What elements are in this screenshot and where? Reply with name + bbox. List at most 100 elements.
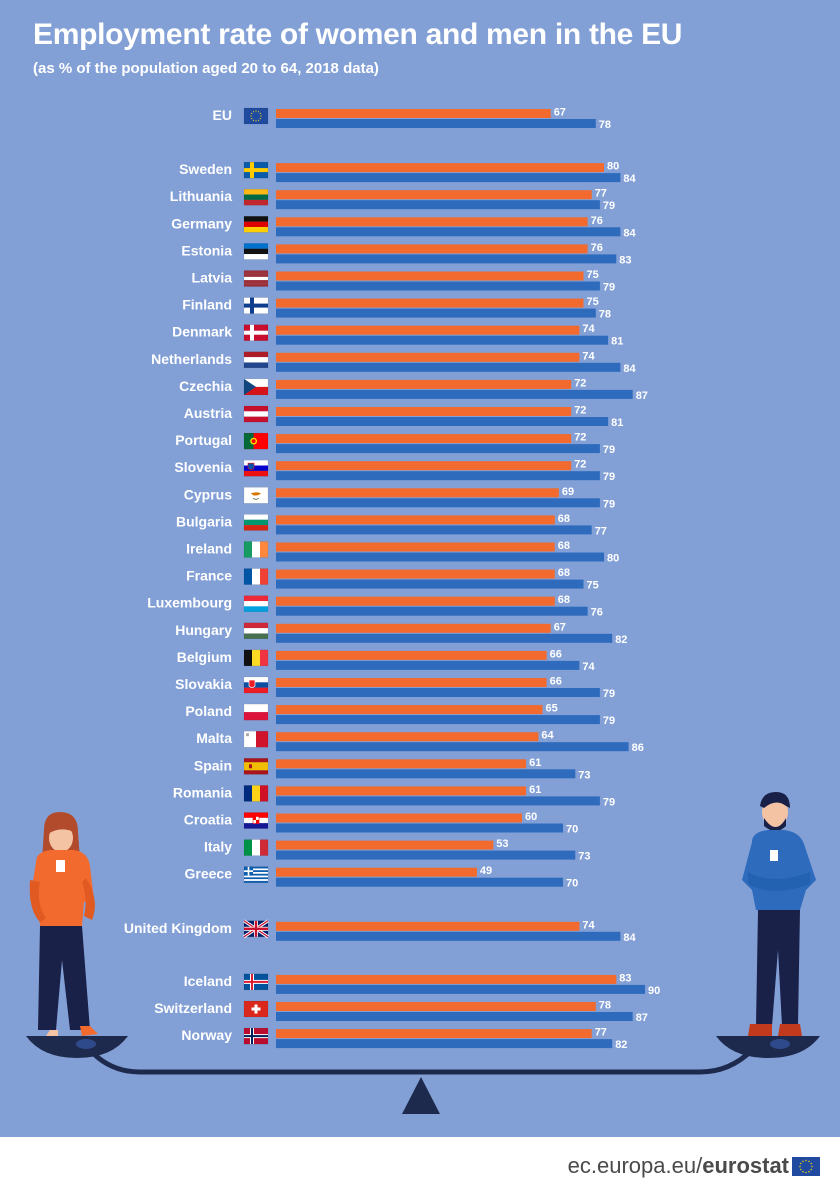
women-bar-sweden — [276, 163, 604, 173]
country-label-bulgaria: Bulgaria — [176, 513, 232, 529]
men-value-italy: 73 — [578, 851, 590, 863]
women-bar-spain — [276, 759, 527, 769]
country-label-latvia: Latvia — [192, 270, 233, 286]
women-bar-czechia — [276, 379, 572, 389]
country-label-france: France — [186, 568, 232, 584]
at-flag-icon — [243, 405, 269, 423]
women-value-france: 68 — [558, 567, 570, 579]
scale-left-pan — [26, 1036, 128, 1058]
country-label-ireland: Ireland — [186, 541, 232, 557]
women-bar-norway — [276, 1029, 592, 1039]
women-bar-poland — [276, 705, 543, 715]
country-label-portugal: Portugal — [175, 432, 232, 448]
women-value-norway: 77 — [595, 1027, 607, 1039]
country-label-spain: Spain — [194, 757, 232, 773]
women-bar-cyprus — [276, 488, 559, 498]
chart-title: Employment rate of women and men in the … — [33, 18, 683, 51]
women-bar-ireland — [276, 542, 555, 552]
is-flag-icon — [243, 973, 269, 991]
men-bar-belgium — [276, 660, 580, 670]
country-label-greece: Greece — [185, 866, 233, 882]
country-label-finland: Finland — [182, 297, 232, 313]
men-bar-germany — [276, 227, 621, 237]
country-label-netherlands: Netherlands — [151, 351, 232, 367]
men-value-croatia: 70 — [566, 824, 578, 836]
ch-flag-icon — [243, 1000, 269, 1018]
women-value-greece: 49 — [480, 865, 492, 877]
no-flag-icon — [243, 1027, 269, 1045]
country-label-norway: Norway — [181, 1027, 232, 1043]
men-value-spain: 73 — [578, 769, 590, 781]
footer: ec.europa.eu/eurostat — [568, 1153, 820, 1179]
scale-right-pan — [716, 1036, 820, 1058]
country-label-luxembourg: Luxembourg — [147, 595, 232, 611]
men-bar-bulgaria — [276, 525, 592, 535]
men-value-netherlands: 84 — [623, 363, 636, 375]
footer-brand: eurostat — [702, 1153, 789, 1178]
women-value-latvia: 75 — [587, 269, 599, 281]
se-flag-icon — [243, 161, 269, 179]
country-label-malta: Malta — [196, 730, 232, 746]
women-bar-germany — [276, 217, 588, 227]
men-value-latvia: 79 — [603, 282, 615, 294]
men-value-finland: 78 — [599, 309, 611, 321]
men-bar-eu — [276, 119, 596, 128]
men-bar-slovakia — [276, 688, 600, 697]
men-bar-luxembourg — [276, 606, 588, 616]
men-value-iceland: 90 — [648, 985, 660, 997]
be-flag-icon — [243, 649, 269, 667]
men-bar-sweden — [276, 173, 621, 183]
ie-flag-icon — [243, 541, 269, 558]
country-label-cyprus: Cyprus — [184, 486, 232, 502]
country-label-czechia: Czechia — [179, 378, 232, 394]
men-value-cyprus: 79 — [603, 498, 615, 510]
women-bar-italy — [276, 840, 494, 850]
si-flag-icon — [243, 459, 269, 477]
country-label-estonia: Estonia — [181, 242, 232, 258]
scale-fulcrum — [402, 1077, 440, 1114]
women-bar-luxembourg — [276, 596, 555, 606]
country-label-belgium: Belgium — [177, 649, 232, 665]
women-bar-portugal — [276, 434, 572, 444]
sk-flag-icon — [243, 676, 269, 694]
men-value-ireland: 80 — [607, 553, 619, 565]
ro-flag-icon — [243, 785, 269, 802]
men-bar-estonia — [276, 254, 617, 264]
balance-scale-illustration — [26, 1036, 820, 1114]
women-bar-hungary — [276, 623, 551, 633]
women-value-iceland: 83 — [619, 972, 631, 984]
men-bar-iceland — [276, 984, 645, 994]
women-bar-estonia — [276, 244, 588, 254]
women-bar-bulgaria — [276, 515, 555, 525]
men-bar-hungary — [276, 633, 613, 643]
men-value-belgium: 74 — [582, 661, 595, 673]
it-flag-icon — [243, 839, 269, 856]
eu-flag-icon — [792, 1156, 820, 1176]
men-bar-latvia — [276, 281, 600, 291]
men-value-slovakia: 79 — [603, 688, 615, 700]
men-bar-greece — [276, 877, 563, 887]
women-value-switzerland: 78 — [599, 1000, 611, 1012]
men-bar-czechia — [276, 389, 633, 399]
men-value-greece: 70 — [566, 878, 578, 890]
country-label-slovenia: Slovenia — [174, 459, 232, 475]
women-value-poland: 65 — [546, 703, 558, 715]
footer-site[interactable]: ec.europa.eu/ — [567, 1153, 703, 1178]
men-value-malta: 86 — [632, 742, 644, 754]
fr-flag-icon — [243, 568, 269, 585]
women-value-denmark: 74 — [582, 323, 595, 335]
men-bar-norway — [276, 1039, 613, 1049]
pl-flag-icon — [243, 703, 269, 721]
men-bar-spain — [276, 769, 576, 779]
men-bar-austria — [276, 417, 609, 426]
women-value-lithuania: 77 — [595, 188, 607, 200]
country-label-lithuania: Lithuania — [170, 188, 232, 204]
men-bar-netherlands — [276, 362, 621, 372]
men-value-portugal: 79 — [603, 444, 615, 456]
men-bar-portugal — [276, 444, 600, 454]
women-value-czechia: 72 — [574, 377, 586, 389]
women-value-cyprus: 69 — [562, 486, 574, 498]
woman-figure-illustration — [29, 812, 98, 1036]
hu-flag-icon — [243, 622, 269, 640]
